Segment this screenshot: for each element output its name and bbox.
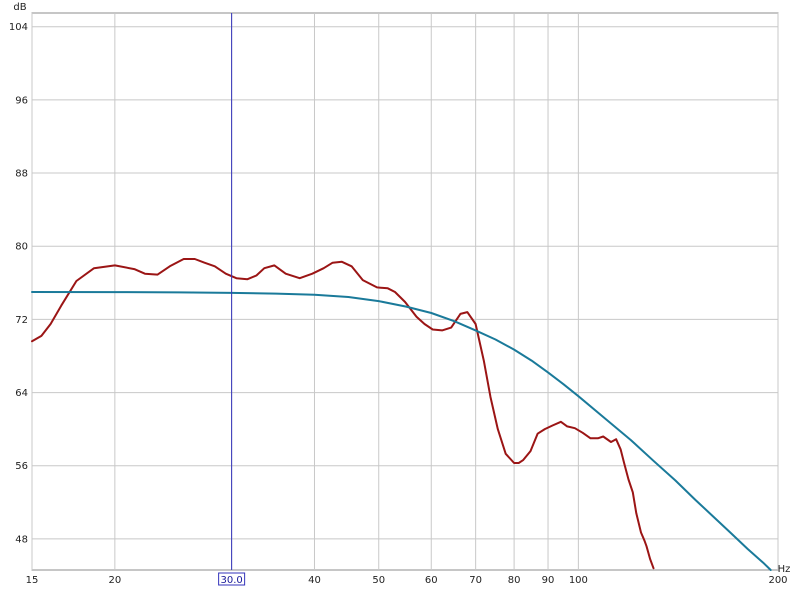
y-tick-label: 80: [15, 242, 28, 253]
x-tick-label: 80: [508, 575, 521, 586]
tick-labels: 48 56 64 72 80 88 96 104 15 20 40 50 60 70 80 90 100 200: [9, 22, 788, 586]
y-tick-label: 64: [15, 388, 28, 399]
y-tick-label: 72: [15, 315, 28, 326]
x-tick-label: 70: [469, 575, 482, 586]
x-tick-label: 90: [542, 575, 555, 586]
series-group: [31, 258, 772, 571]
series-line-2: [31, 291, 772, 571]
y-tick-label: 56: [15, 461, 28, 472]
x-tick-label: 200: [768, 575, 787, 586]
y-axis-unit-label: dB: [13, 2, 26, 13]
y-tick-label: 48: [15, 534, 28, 545]
y-tick-label: 96: [15, 95, 28, 106]
x-tick-label: 50: [372, 575, 385, 586]
y-tick-label: 88: [15, 169, 28, 180]
x-axis-unit-label: Hz: [778, 564, 791, 575]
y-tick-label: 104: [9, 22, 28, 33]
cursor-label: 30.0: [220, 575, 242, 586]
series-line-1: [31, 258, 655, 570]
x-tick-label: 40: [308, 575, 321, 586]
x-tick-label: 60: [425, 575, 438, 586]
x-tick-label: 100: [569, 575, 588, 586]
x-tick-label: 15: [26, 575, 39, 586]
cursor-label-box[interactable]: [218, 572, 246, 586]
grid: [31, 13, 779, 570]
x-tick-label: 20: [108, 575, 121, 586]
cursor-group[interactable]: 30.0: [218, 13, 246, 586]
